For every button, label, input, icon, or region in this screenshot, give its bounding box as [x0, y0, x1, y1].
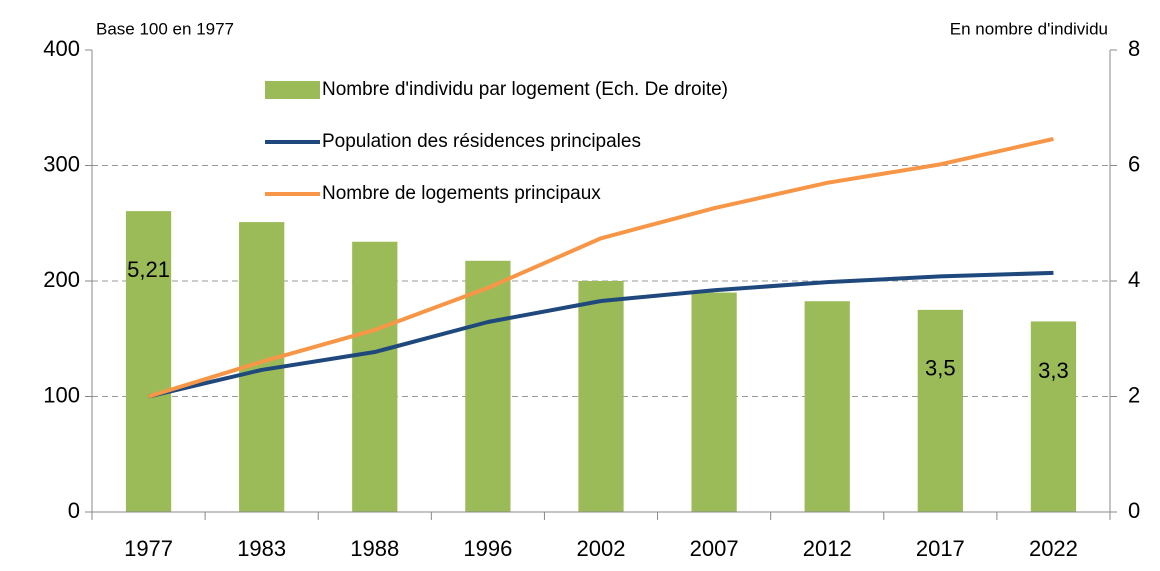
y2-tick-label: 2 [1128, 382, 1140, 407]
y-tick-label: 0 [68, 498, 80, 523]
line [148, 270, 1054, 399]
x-tick-label: 1996 [463, 536, 512, 561]
bar [917, 309, 963, 512]
y-tick-label: 400 [43, 36, 80, 61]
legend-label: Nombre d'individu par logement (Ech. De … [322, 79, 728, 100]
bar [465, 260, 511, 512]
legend-swatch [265, 81, 320, 99]
y-tick-label: 300 [43, 151, 80, 176]
bar [352, 241, 398, 513]
bar [1030, 321, 1077, 512]
y2-tick-label: 6 [1128, 151, 1140, 176]
data-label: 3,3 [1038, 358, 1069, 383]
x-tick-label: 2007 [690, 536, 739, 561]
y2-axis-label: En nombre d'individu [950, 19, 1108, 38]
x-tick-label: 1988 [350, 536, 399, 561]
y-axis-label: Base 100 en 1977 [96, 19, 234, 38]
legend-label: Population des résidences principales [322, 131, 641, 152]
x-tick-label: 2017 [916, 536, 965, 561]
bar [125, 211, 172, 512]
x-tick-label: 2012 [803, 536, 852, 561]
line [147, 136, 1054, 399]
y2-tick-label: 4 [1128, 267, 1140, 292]
x-tick-label: 1977 [124, 536, 173, 561]
legend-label: Nombre de logements principaux [322, 183, 601, 204]
x-tick-label: 2022 [1029, 536, 1078, 561]
x-tick-label: 1983 [237, 536, 286, 561]
y2-tick-label: 8 [1128, 36, 1140, 61]
y-tick-label: 100 [43, 382, 80, 407]
y2-tick-label: 0 [1128, 498, 1140, 523]
bar [804, 301, 850, 512]
bar [578, 281, 624, 512]
x-tick-label: 2002 [577, 536, 626, 561]
data-label: 5,21 [127, 257, 170, 282]
data-label: 3,5 [925, 356, 956, 381]
y-tick-label: 200 [43, 267, 80, 292]
bar [691, 292, 737, 512]
